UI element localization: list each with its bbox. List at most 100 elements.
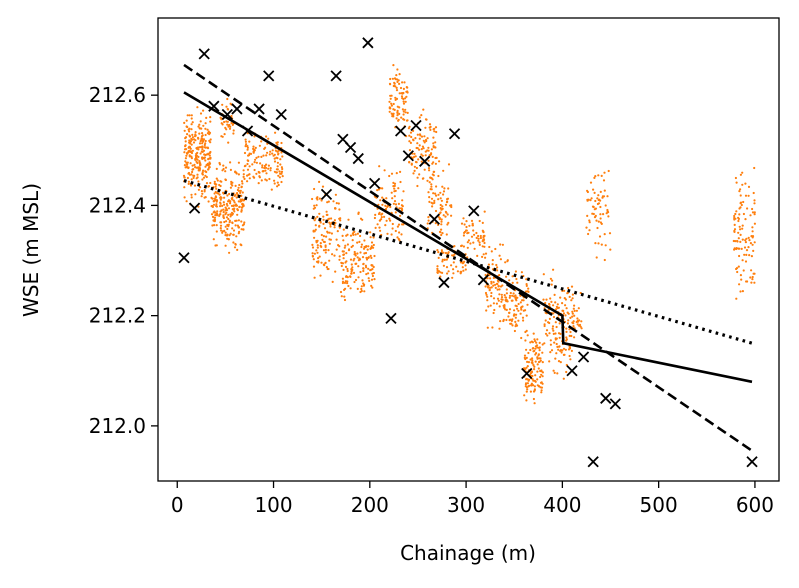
dense-point bbox=[201, 192, 204, 195]
dense-point bbox=[280, 170, 284, 173]
dense-point bbox=[342, 253, 345, 256]
dense-point bbox=[311, 197, 314, 201]
observation-marker bbox=[746, 456, 758, 468]
dense-point bbox=[333, 226, 336, 229]
dense-point bbox=[608, 232, 612, 235]
dense-point bbox=[269, 150, 272, 153]
dense-point bbox=[540, 369, 543, 372]
dense-point bbox=[388, 110, 391, 113]
dense-point bbox=[224, 206, 227, 209]
dense-point bbox=[527, 379, 530, 382]
dense-point bbox=[384, 204, 387, 207]
dense-point bbox=[183, 186, 186, 189]
dense-point bbox=[486, 277, 489, 280]
dense-point bbox=[208, 163, 211, 166]
dense-point bbox=[514, 316, 517, 319]
dense-point bbox=[315, 204, 318, 207]
dense-point bbox=[468, 224, 471, 227]
dense-point bbox=[525, 382, 528, 385]
dense-point bbox=[328, 259, 331, 262]
dense-point bbox=[466, 232, 469, 235]
dense-point bbox=[311, 243, 314, 246]
dense-point bbox=[437, 216, 441, 219]
dense-point bbox=[473, 233, 476, 236]
dense-point bbox=[482, 239, 485, 242]
dense-point bbox=[564, 314, 567, 317]
dense-point bbox=[380, 213, 383, 216]
dense-point bbox=[565, 307, 568, 310]
dense-point bbox=[426, 179, 429, 182]
dense-point bbox=[404, 100, 407, 103]
observation-marker bbox=[198, 48, 210, 60]
dense-point bbox=[603, 171, 606, 174]
dense-points-series bbox=[182, 64, 757, 405]
dense-point bbox=[403, 118, 406, 121]
dense-point bbox=[346, 269, 349, 273]
dense-point bbox=[251, 163, 254, 166]
dense-point bbox=[743, 246, 747, 249]
dense-point bbox=[408, 140, 411, 143]
dense-point bbox=[462, 269, 465, 272]
dense-point bbox=[311, 246, 315, 249]
dense-point bbox=[201, 132, 204, 135]
dense-point bbox=[196, 158, 199, 161]
dense-point bbox=[259, 162, 262, 165]
dense-point bbox=[543, 324, 546, 328]
dense-point bbox=[219, 221, 222, 224]
dense-point bbox=[257, 170, 260, 174]
dense-point bbox=[573, 304, 576, 307]
dense-point bbox=[395, 74, 398, 77]
dense-point bbox=[437, 174, 440, 178]
dense-point bbox=[753, 241, 756, 244]
dense-point bbox=[452, 268, 455, 271]
dense-point bbox=[463, 223, 466, 226]
dense-point bbox=[434, 209, 438, 213]
dense-point bbox=[215, 244, 218, 247]
dense-point bbox=[579, 291, 582, 295]
dense-point bbox=[374, 213, 377, 216]
dense-point bbox=[749, 214, 752, 217]
dense-point bbox=[224, 166, 228, 169]
dense-point bbox=[329, 238, 332, 241]
dense-point bbox=[412, 172, 415, 175]
dense-point bbox=[556, 372, 559, 375]
dense-point bbox=[479, 234, 482, 238]
dense-point bbox=[430, 197, 434, 200]
dense-point bbox=[219, 184, 222, 188]
dense-point bbox=[738, 190, 741, 193]
dense-point bbox=[273, 179, 276, 182]
dense-point bbox=[405, 86, 408, 89]
dense-point bbox=[226, 194, 229, 197]
dense-point bbox=[441, 205, 444, 208]
dense-point bbox=[222, 191, 225, 194]
dense-point bbox=[231, 123, 234, 126]
dense-point bbox=[599, 221, 603, 224]
dashed-fit-line bbox=[183, 63, 753, 452]
dense-point bbox=[354, 252, 357, 255]
dense-point bbox=[596, 197, 599, 200]
dense-point bbox=[253, 135, 256, 138]
dense-point bbox=[542, 273, 545, 276]
dense-point bbox=[599, 213, 602, 216]
dense-point bbox=[349, 258, 353, 261]
dense-point bbox=[478, 243, 481, 246]
dense-point bbox=[183, 151, 186, 154]
dense-point bbox=[746, 207, 749, 210]
dense-point bbox=[437, 193, 440, 196]
dense-point bbox=[377, 212, 381, 216]
dense-point bbox=[527, 385, 530, 388]
dense-point bbox=[400, 116, 403, 119]
dense-point bbox=[548, 360, 551, 363]
dense-point bbox=[391, 77, 394, 80]
dense-point bbox=[450, 214, 453, 217]
dense-point bbox=[534, 380, 537, 383]
dense-point bbox=[234, 243, 237, 246]
dense-point bbox=[315, 239, 318, 243]
dense-point bbox=[526, 334, 529, 337]
dense-point bbox=[347, 249, 351, 252]
dense-point bbox=[395, 117, 398, 120]
dense-point bbox=[252, 145, 255, 148]
dense-point bbox=[549, 339, 552, 342]
dense-point bbox=[265, 163, 268, 166]
dense-point bbox=[330, 232, 333, 235]
